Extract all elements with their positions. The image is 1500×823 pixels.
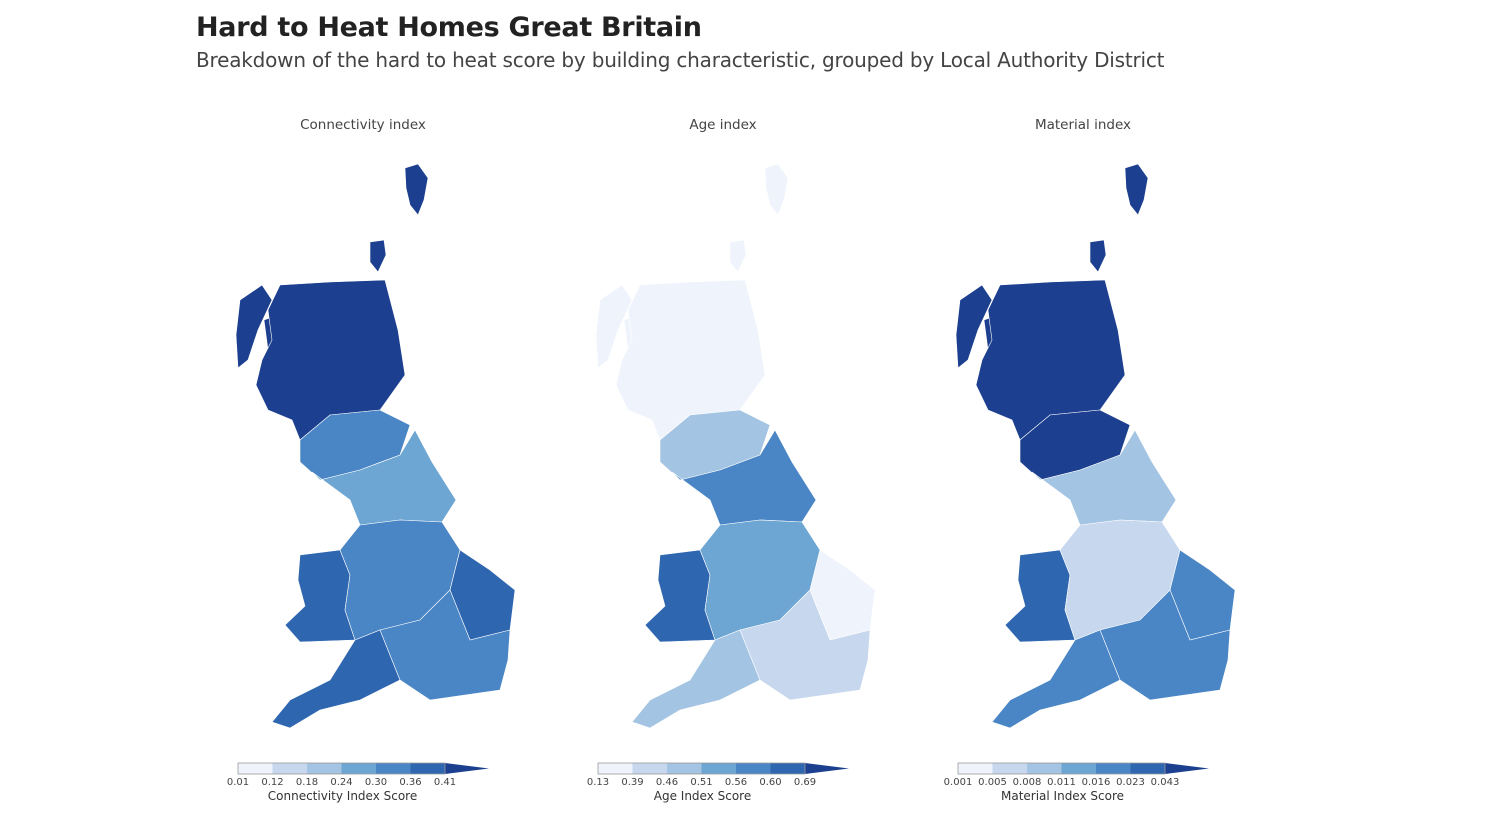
legend-tick-label: 0.46 (656, 777, 678, 788)
region-islands (369, 239, 387, 273)
legend-swatch (992, 763, 1027, 774)
region-south-west (991, 629, 1121, 729)
region-islands (404, 163, 429, 216)
legend-swatch (341, 763, 376, 774)
panel-title: Age index (689, 117, 756, 133)
legend-swatch (307, 763, 342, 774)
region-wales (1004, 549, 1076, 643)
legend-border (237, 762, 446, 775)
region-islands (595, 284, 633, 369)
legend-tick-label: 0.41 (434, 777, 456, 788)
legend-tick-label: 0.36 (399, 777, 421, 788)
region-islands (1089, 239, 1107, 273)
page-title: Hard to Heat Homes Great Britain (196, 12, 702, 43)
region-north-england (1031, 429, 1177, 526)
region-north-england (311, 429, 457, 526)
legend-swatch (1096, 763, 1131, 774)
legend-tick-label: 0.005 (978, 777, 1007, 788)
legend-swatch (376, 763, 411, 774)
legend-arrow (445, 763, 489, 774)
legend-tick-label: 0.13 (587, 777, 609, 788)
page-subtitle: Breakdown of the hard to heat score by b… (196, 48, 1165, 72)
legend-swatch (598, 763, 633, 774)
region-islands (729, 239, 747, 273)
legend-swatch (958, 763, 993, 774)
legend-tick-label: 0.01 (227, 777, 249, 788)
region-south-west (631, 629, 761, 729)
region-south-west (271, 629, 401, 729)
region-islands (955, 284, 993, 369)
legend-tick-label: 0.18 (296, 777, 318, 788)
panel-age: Age index 0.13 0.39 0.46 0.51 0.56 0.60 0.69 Ag… (587, 117, 876, 803)
legend-tick-label: 0.56 (725, 777, 747, 788)
region-south-east (379, 589, 511, 701)
legend-border (957, 762, 1166, 775)
legend-swatch (1027, 763, 1062, 774)
legend-swatch (1130, 763, 1165, 774)
legend-swatch (701, 763, 736, 774)
region-north-england (671, 429, 817, 526)
region-south-east (1099, 589, 1231, 701)
legend-tick-label: 0.043 (1151, 777, 1180, 788)
legend-tick-label: 0.12 (261, 777, 283, 788)
legend-swatch (272, 763, 307, 774)
legend-tick-label: 0.51 (690, 777, 712, 788)
legend-tick-label: 0.39 (621, 777, 643, 788)
region-islands (1124, 163, 1149, 216)
legend-swatch (632, 763, 667, 774)
panel-title: Connectivity index (300, 117, 426, 133)
legend-swatch (770, 763, 805, 774)
legend-title: Connectivity Index Score (268, 789, 417, 803)
legend-border (597, 762, 806, 775)
legend-tick-label: 0.011 (1047, 777, 1076, 788)
legend-arrow (805, 763, 849, 774)
panel-material: Material index 0.001 0.005 0.008 0.011 0.016… (944, 117, 1236, 803)
legend-swatch (1061, 763, 1096, 774)
legend-tick-label: 0.24 (330, 777, 352, 788)
region-south-east (739, 589, 871, 701)
region-islands (235, 284, 273, 369)
legend-tick-label: 0.008 (1013, 777, 1042, 788)
legend-swatch (667, 763, 702, 774)
legend-tick-label: 0.016 (1082, 777, 1111, 788)
legend-swatch (238, 763, 273, 774)
legend-title: Material Index Score (1001, 789, 1124, 803)
legend-tick-label: 0.023 (1116, 777, 1145, 788)
legend-tick-label: 0.30 (365, 777, 387, 788)
legend-tick-label: 0.69 (794, 777, 816, 788)
region-wales (284, 549, 356, 643)
legend-title: Age Index Score (654, 789, 751, 803)
region-islands (764, 163, 789, 216)
legend-tick-label: 0.001 (944, 777, 973, 788)
panel-connectivity: Connectivity index 0.01 0.12 0.18 0.24 0.30 0… (227, 117, 516, 803)
legend-swatch (410, 763, 445, 774)
legend-arrow (1165, 763, 1209, 774)
region-wales (644, 549, 716, 643)
panel-title: Material index (1035, 117, 1131, 133)
legend-tick-label: 0.60 (759, 777, 781, 788)
legend-swatch (736, 763, 771, 774)
